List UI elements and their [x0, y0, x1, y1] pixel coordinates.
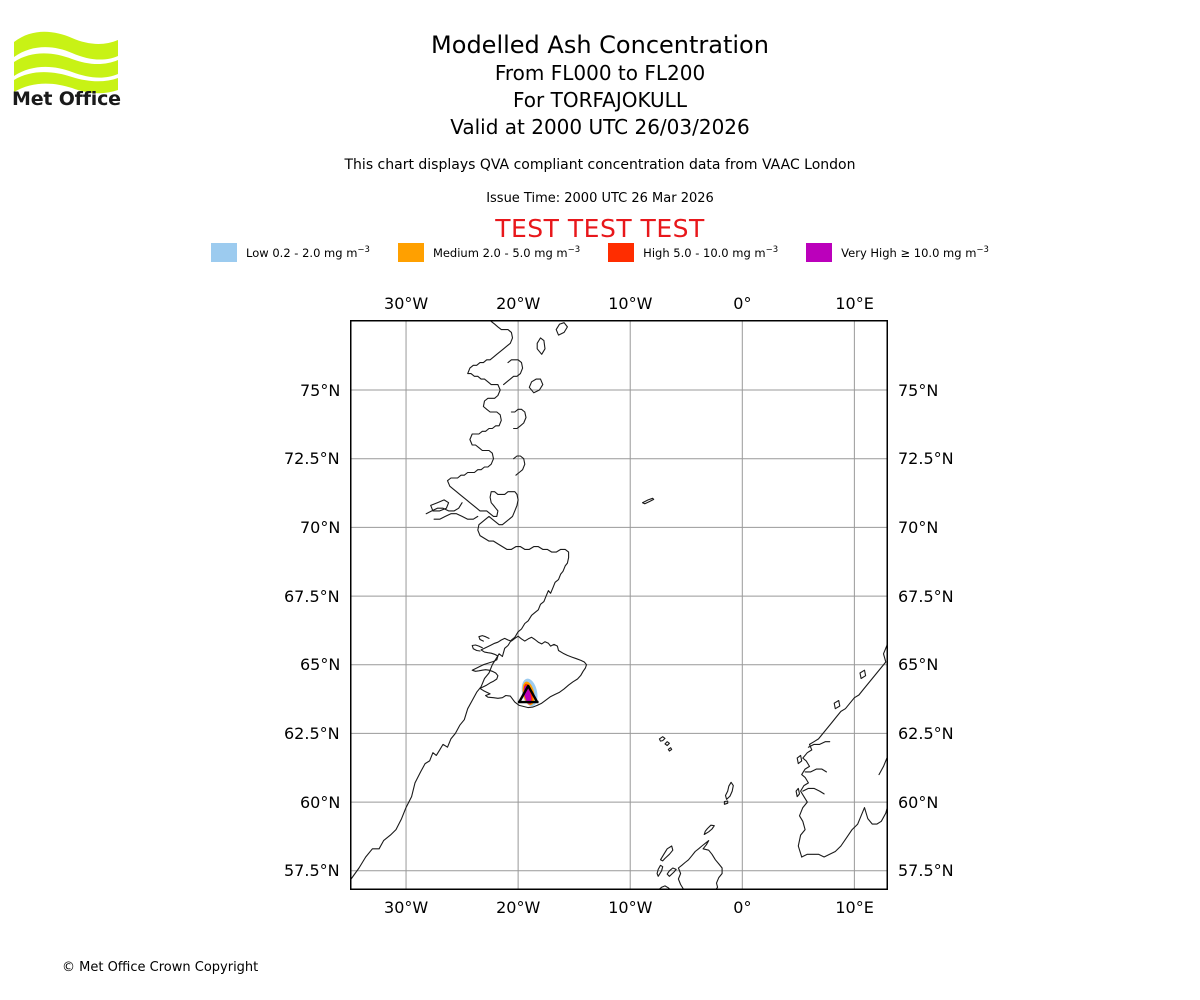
coastline-faroe-3: [667, 747, 673, 752]
lat-tick-right: 62.5°N: [898, 723, 954, 743]
lat-tick-left: 72.5°N: [284, 449, 340, 469]
coastline-norway-island-4: [859, 669, 867, 680]
legend-swatch-very-high: [806, 243, 833, 262]
coastline-norway-fjord-3: [807, 741, 831, 748]
legend-item-very-high: Very High ≥ 10.0 mg m−3: [806, 243, 989, 262]
lat-tick-right: 72.5°N: [898, 449, 954, 469]
coastline-jan-mayen: [641, 497, 655, 505]
met-office-wave-mark: [14, 31, 118, 94]
coastline-iceland-westfjords-notch: [471, 644, 483, 652]
legend-label-very-high: Very High ≥ 10.0 mg m−3: [841, 245, 989, 260]
coastline-norway-fjord-2: [804, 768, 827, 773]
lon-tick-top: 20°W: [496, 293, 541, 313]
concentration-legend: Low 0.2 - 2.0 mg m−3 Medium 2.0 - 5.0 mg…: [0, 243, 1200, 262]
map-gridlines: [350, 320, 888, 890]
lat-tick-right: 70°N: [898, 517, 939, 537]
legend-item-medium: Medium 2.0 - 5.0 mg m−3: [397, 243, 581, 262]
volcano-symbol: [517, 684, 539, 704]
met-office-logo: [12, 26, 122, 116]
brand-name: Met Office: [12, 88, 121, 110]
lat-tick-left: 67.5°N: [284, 586, 340, 606]
legend-label-low: Low 0.2 - 2.0 mg m−3: [246, 245, 370, 260]
legend-swatch-high: [608, 243, 635, 262]
valid-time: Valid at 2000 UTC 26/03/2026: [450, 115, 750, 139]
legend-swatch-low: [211, 243, 238, 262]
coastline-norway-south: [801, 804, 888, 858]
coastline-orkney: [703, 824, 715, 836]
map-frame: [350, 320, 888, 890]
coastline-shetland-2: [723, 800, 729, 805]
coastline-scoresby-island: [430, 499, 450, 512]
lon-tick-top: 10°E: [835, 293, 874, 313]
volcano-marker: [517, 684, 539, 704]
lat-tick-left: 62.5°N: [284, 723, 340, 743]
lon-tick-bottom: 10°E: [835, 897, 874, 917]
coastline-norway-island-1: [795, 787, 801, 798]
lat-tick-left: 65°N: [300, 655, 341, 675]
lon-tick-bottom: 20°W: [496, 897, 541, 917]
coastline-faroe-2: [664, 741, 670, 747]
legend-item-low: Low 0.2 - 2.0 mg m−3: [211, 243, 370, 262]
coastline-hebrides-1: [659, 845, 674, 862]
coastline-shetland: [724, 781, 734, 800]
map-background: [350, 320, 888, 890]
lat-tick-left: 75°N: [300, 380, 341, 400]
coastline-greenland-fjord-b: [510, 408, 527, 430]
coastline-iceland-westfjords-notch-2: [478, 635, 490, 642]
legend-item-high: High 5.0 - 10.0 mg m−3: [608, 243, 778, 262]
coastline-hebrides-3: [666, 867, 677, 877]
lat-tick-right: 75°N: [898, 380, 939, 400]
coastline-greenland-fjord-c: [513, 455, 526, 476]
coastline-scoresby-arm-1: [433, 513, 479, 520]
test-stamp: TEST TEST TEST: [495, 214, 705, 243]
coastline-iceland: [471, 635, 588, 709]
coastline-norway-fjord-1: [802, 787, 825, 795]
lat-tick-right: 67.5°N: [898, 586, 954, 606]
coastline-sweden-lakes: [878, 757, 888, 776]
coastline-scotland: [677, 840, 723, 890]
coastlines: [350, 320, 888, 890]
lat-tick-right: 60°N: [898, 792, 939, 812]
coastline-ne-island-1: [528, 378, 544, 394]
coastline-faroe-1: [658, 736, 666, 742]
title-block: Modelled Ash Concentration From FL000 to…: [0, 0, 1200, 141]
lat-tick-left: 70°N: [300, 517, 341, 537]
coastline-norway-island-3: [833, 699, 841, 710]
map-panel: [350, 320, 888, 890]
coastline-norway: [797, 636, 888, 858]
coastline-norway-island-2: [796, 754, 803, 765]
copyright-notice: © Met Office Crown Copyright: [62, 960, 259, 975]
lon-tick-bottom: 0°: [733, 897, 752, 917]
lon-tick-bottom: 10°W: [608, 897, 653, 917]
lon-tick-top: 10°W: [608, 293, 653, 313]
lat-tick-right: 65°N: [898, 655, 939, 675]
strapline: This chart displays QVA compliant concen…: [344, 157, 856, 173]
volcano-name: For TORFAJOKULL: [513, 88, 687, 112]
legend-label-high: High 5.0 - 10.0 mg m−3: [643, 245, 779, 260]
legend-swatch-medium: [397, 243, 424, 262]
lat-tick-right: 57.5°N: [898, 861, 954, 881]
coastline-north-island: [555, 322, 568, 336]
ash-concentration-map: [350, 320, 888, 890]
coastline-greenland-east: [350, 320, 570, 880]
lat-tick-left: 57.5°N: [284, 861, 340, 881]
coastline-hebrides-2: [656, 864, 664, 877]
lat-tick-left: 60°N: [300, 792, 341, 812]
lon-tick-bottom: 30°W: [384, 897, 429, 917]
lon-tick-top: 30°W: [384, 293, 429, 313]
flight-level-range: From FL000 to FL200: [494, 61, 706, 85]
issue-time: Issue Time: 2000 UTC 26 Mar 2026: [486, 191, 714, 206]
coastline-greenland-fjord-a: [503, 359, 524, 386]
lon-tick-top: 0°: [733, 293, 752, 313]
legend-label-medium: Medium 2.0 - 5.0 mg m−3: [432, 245, 581, 260]
page-title: Modelled Ash Concentration: [431, 31, 769, 59]
coastline-ne-island-2: [536, 337, 546, 355]
